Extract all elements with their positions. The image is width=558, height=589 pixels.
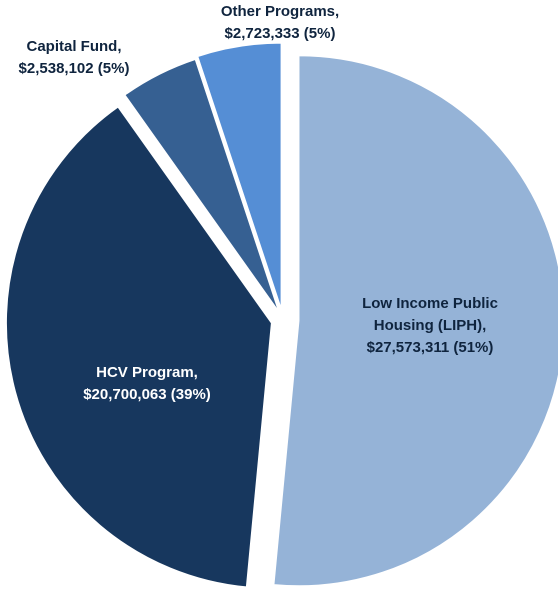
slice-label-capital-fund: Capital Fund, $2,538,102 (5%) <box>19 38 130 77</box>
pie-slice-capital-fund <box>124 58 279 312</box>
pie-slice-other-programs <box>197 42 282 309</box>
slice-label-line: Other Programs, <box>221 3 339 20</box>
pie-slice-hcv-program <box>5 106 272 588</box>
slice-label-line: $27,573,311 (51%) <box>367 339 494 356</box>
slice-label-line: $2,538,102 (5%) <box>19 60 130 77</box>
slice-label-line: Capital Fund, <box>27 38 122 55</box>
slice-label-hcv-program: HCV Program, $20,700,063 (39%) <box>83 364 211 403</box>
slice-label-line: Housing (LIPH), <box>374 317 487 334</box>
pie-slice-low-income-public-housing-liph <box>273 55 558 587</box>
slice-label-other-programs: Other Programs, $2,723,333 (5%) <box>221 3 339 42</box>
slice-label-line: Low Income Public <box>362 295 498 312</box>
slice-label-low-income-public-housing-liph: Low Income Public Housing (LIPH), $27,573,… <box>362 295 498 356</box>
pie-slices <box>5 42 558 588</box>
slice-label-line: $2,723,333 (5%) <box>225 25 336 42</box>
slice-label-line: $20,700,063 (39%) <box>83 386 211 403</box>
slice-labels: Low Income Public Housing (LIPH), $27,573,… <box>19 3 498 403</box>
slice-label-line: HCV Program, <box>96 364 198 381</box>
